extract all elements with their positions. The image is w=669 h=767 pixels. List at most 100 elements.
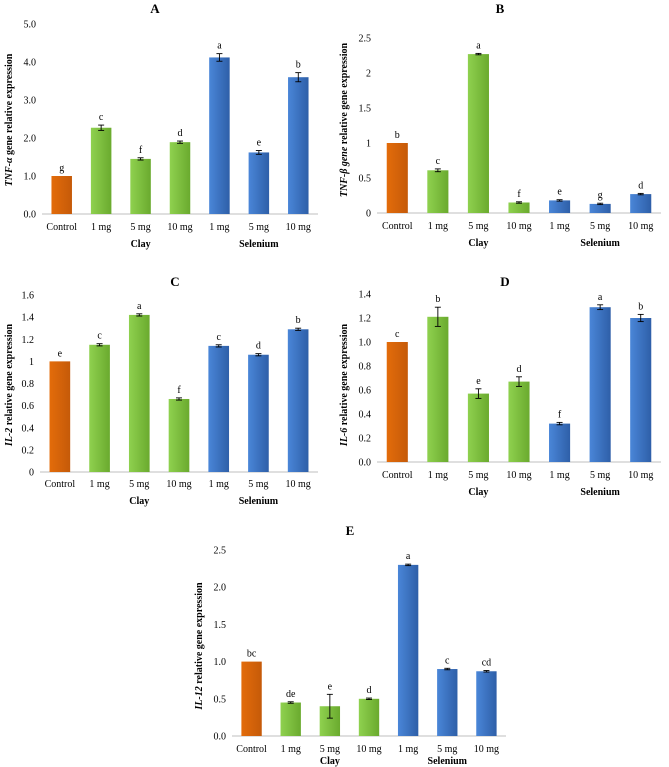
x-tick-label: 5 mg [468,221,488,232]
x-group-label: Clay [468,238,488,249]
chart-b-svg: B TNF-β gene relative gene expression 0 0… [339,1,661,249]
x-tick-label: 5 mg [129,479,149,490]
significance-letter: g [59,163,64,174]
significance-letter: b [296,315,301,326]
x-group-label: Clay [468,487,488,498]
chart-d-svg: D IL-6 relative gene expression 0.00.20.… [339,274,661,498]
significance-letter: de [286,689,296,700]
y-tick-label: 2.5 [359,34,372,45]
y-tick-label: 1.4 [359,290,372,301]
y-axis-label-italic: IL-12 [194,686,205,710]
chart-panel-d: D IL-6 relative gene expression 0.0 0.2 0.… [335,257,669,507]
bar [241,661,262,736]
significance-letter: a [476,40,481,51]
y-tick-label: 0.2 [22,445,35,456]
significance-letter: d [178,128,183,139]
bar [508,202,530,213]
x-tick-label: 1 mg [398,744,418,755]
bar [630,194,652,213]
y-tick-label: 1.2 [22,335,35,346]
y-tick-label: 0 [29,468,34,479]
chart-panel-b: B TNF-β gene relative gene expression 0 0… [335,0,669,255]
y-tick-label: 2 [366,69,371,80]
bar [467,393,489,462]
plot-area: 0.0 0.2 0.4 0.6 0.8 1.0 1.2 1.4 c Control b 1 mg e 5 … [359,290,661,498]
y-axis-label-rest: gene relative expression [4,53,15,157]
significance-letter: d [256,341,261,352]
x-tick-label: Control [382,470,413,481]
bar [397,564,419,736]
y-tick-label: 0 [366,209,371,220]
x-tick-label: 1 mg [549,470,569,481]
y-axis-label: IL-6 relative gene expression [339,324,350,448]
x-tick-label: 10 mg [286,479,311,490]
x-group-label: Clay [320,756,340,767]
bar [589,203,611,213]
x-tick-label: 1 mg [91,222,111,233]
significance-letter: a [137,301,142,312]
bar [427,170,449,213]
bar [630,318,652,462]
y-tick-label: 0.2 [359,434,372,445]
significance-letter: a [406,551,411,562]
bar [386,342,408,462]
significance-letter: cd [482,658,491,669]
x-tick-label: 10 mg [628,470,653,481]
significance-letter: a [598,292,603,303]
bar [90,127,112,214]
x-tick-label: 10 mg [167,222,192,233]
bar [467,54,489,213]
bar [508,381,530,462]
significance-letter: c [216,332,221,343]
significance-letter: f [558,409,562,420]
x-group-label: Selenium [580,238,620,249]
bar [549,200,571,213]
x-tick-label: 5 mg [248,479,268,490]
significance-letter: b [435,294,440,305]
y-axis-label-rest: relative gene expression [4,324,15,428]
significance-letter: c [395,329,400,340]
x-tick-label: 10 mg [474,744,499,755]
significance-letter: c [97,331,102,342]
significance-letter: bc [247,649,257,660]
significance-letter: f [177,385,181,396]
x-tick-label: 1 mg [428,221,448,232]
y-axis-label-italic: TNF-β gene [339,146,350,197]
y-tick-label: 1.0 [359,338,372,349]
x-tick-label: 5 mg [130,222,150,233]
chart-c-svg: C IL-2 relative gene expression 00.20.40… [4,274,318,507]
x-tick-label: 1 mg [281,744,301,755]
x-tick-label: 5 mg [590,221,610,232]
significance-letter: c [445,655,450,666]
y-tick-label: 2.0 [214,583,227,594]
y-axis-label: TNF-β gene relative gene expression [339,42,350,197]
bar [476,671,497,736]
bar [358,698,380,736]
bar [589,307,611,462]
x-tick-label: 10 mg [166,479,191,490]
chart-title: B [496,1,505,16]
significance-letter: g [598,190,603,201]
significance-letter: e [557,187,562,198]
y-tick-label: 1.5 [214,620,227,631]
y-tick-label: 0.8 [359,362,372,373]
chart-e-svg: E IL-12 relative gene expression 0.0 0.5 1… [194,523,506,767]
x-tick-label: 1 mg [209,479,229,490]
x-tick-label: 1 mg [209,222,229,233]
bar [168,398,190,472]
y-tick-label: 0.5 [359,174,372,185]
x-tick-label: 1 mg [428,470,448,481]
y-tick-label: 1.4 [22,313,35,324]
y-tick-label: 3.0 [24,96,37,107]
chart-title: E [346,523,355,538]
x-tick-label: Control [45,479,76,490]
significance-letter: d [638,180,643,191]
bar [248,354,269,472]
bar [288,77,309,214]
significance-letter: e [476,376,481,387]
chart-panel-e: E IL-12 relative gene expression 0.0 0.5 1… [190,515,520,767]
x-tick-label: 10 mg [356,744,381,755]
x-tick-label: 5 mg [249,222,269,233]
x-tick-label: 10 mg [628,221,653,232]
chart-panel-a: A TNF-α gene relative expression 0.0 1.0 2… [0,0,330,255]
